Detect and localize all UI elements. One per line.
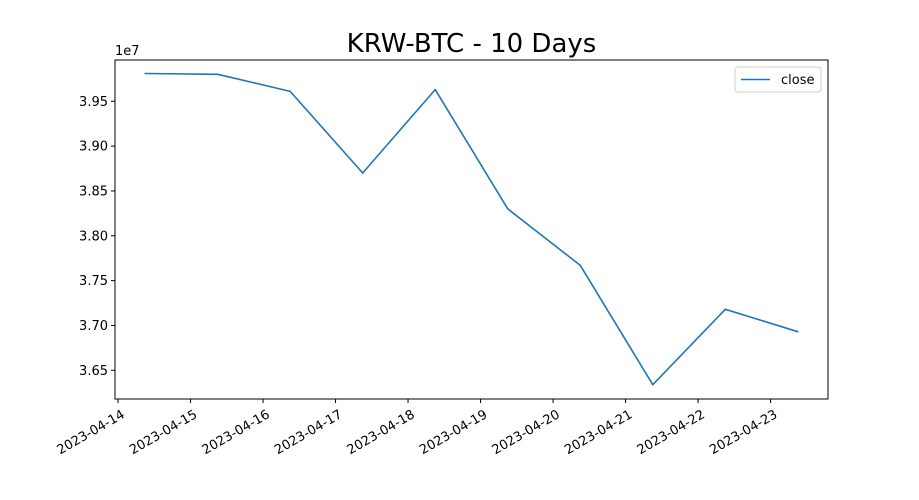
x-tick-label: 2023-04-15 — [127, 407, 200, 458]
x-tick-label: 2023-04-14 — [55, 407, 128, 458]
data-point-close — [144, 72, 147, 75]
x-tick-label: 2023-04-20 — [490, 407, 563, 458]
chart-title: KRW-BTC - 10 Days — [347, 29, 597, 59]
x-tick-label: 2023-04-16 — [200, 407, 273, 458]
legend-box — [734, 66, 822, 93]
plot-area-frame — [114, 59, 829, 400]
data-point-close — [216, 73, 219, 76]
y-tick-label: 3.70 — [79, 319, 108, 334]
x-tick-label: 2023-04-17 — [272, 407, 345, 458]
x-tick-label: 2023-04-22 — [635, 407, 708, 458]
x-tick-label: 2023-04-23 — [707, 407, 780, 458]
data-point-close — [796, 330, 799, 333]
y-tick-label: 3.95 — [79, 95, 108, 110]
data-point-close — [506, 208, 509, 210]
data-point-close — [434, 88, 437, 91]
data-point-close — [724, 308, 727, 311]
series-points — [144, 72, 799, 386]
legend-label-close: close — [781, 73, 814, 88]
data-point-close — [361, 172, 364, 174]
x-tick-label: 2023-04-19 — [417, 407, 490, 458]
legend: close — [734, 66, 822, 93]
y-tick-label: 3.85 — [79, 184, 108, 199]
y-tick-label: 3.65 — [79, 364, 108, 379]
y-tick-label: 3.75 — [79, 274, 108, 289]
y-tick-label: 3.80 — [79, 229, 108, 244]
series-line-close — [145, 72, 799, 386]
data-point-close — [579, 264, 582, 267]
data-point-close — [651, 383, 654, 386]
data-point-close — [289, 90, 292, 93]
y-tick-label: 3.90 — [79, 140, 108, 155]
x-tick-label: 2023-04-18 — [345, 407, 418, 458]
y-axis-offset-label: 1e7 — [115, 44, 140, 59]
x-tick-label: 2023-04-21 — [562, 407, 635, 458]
